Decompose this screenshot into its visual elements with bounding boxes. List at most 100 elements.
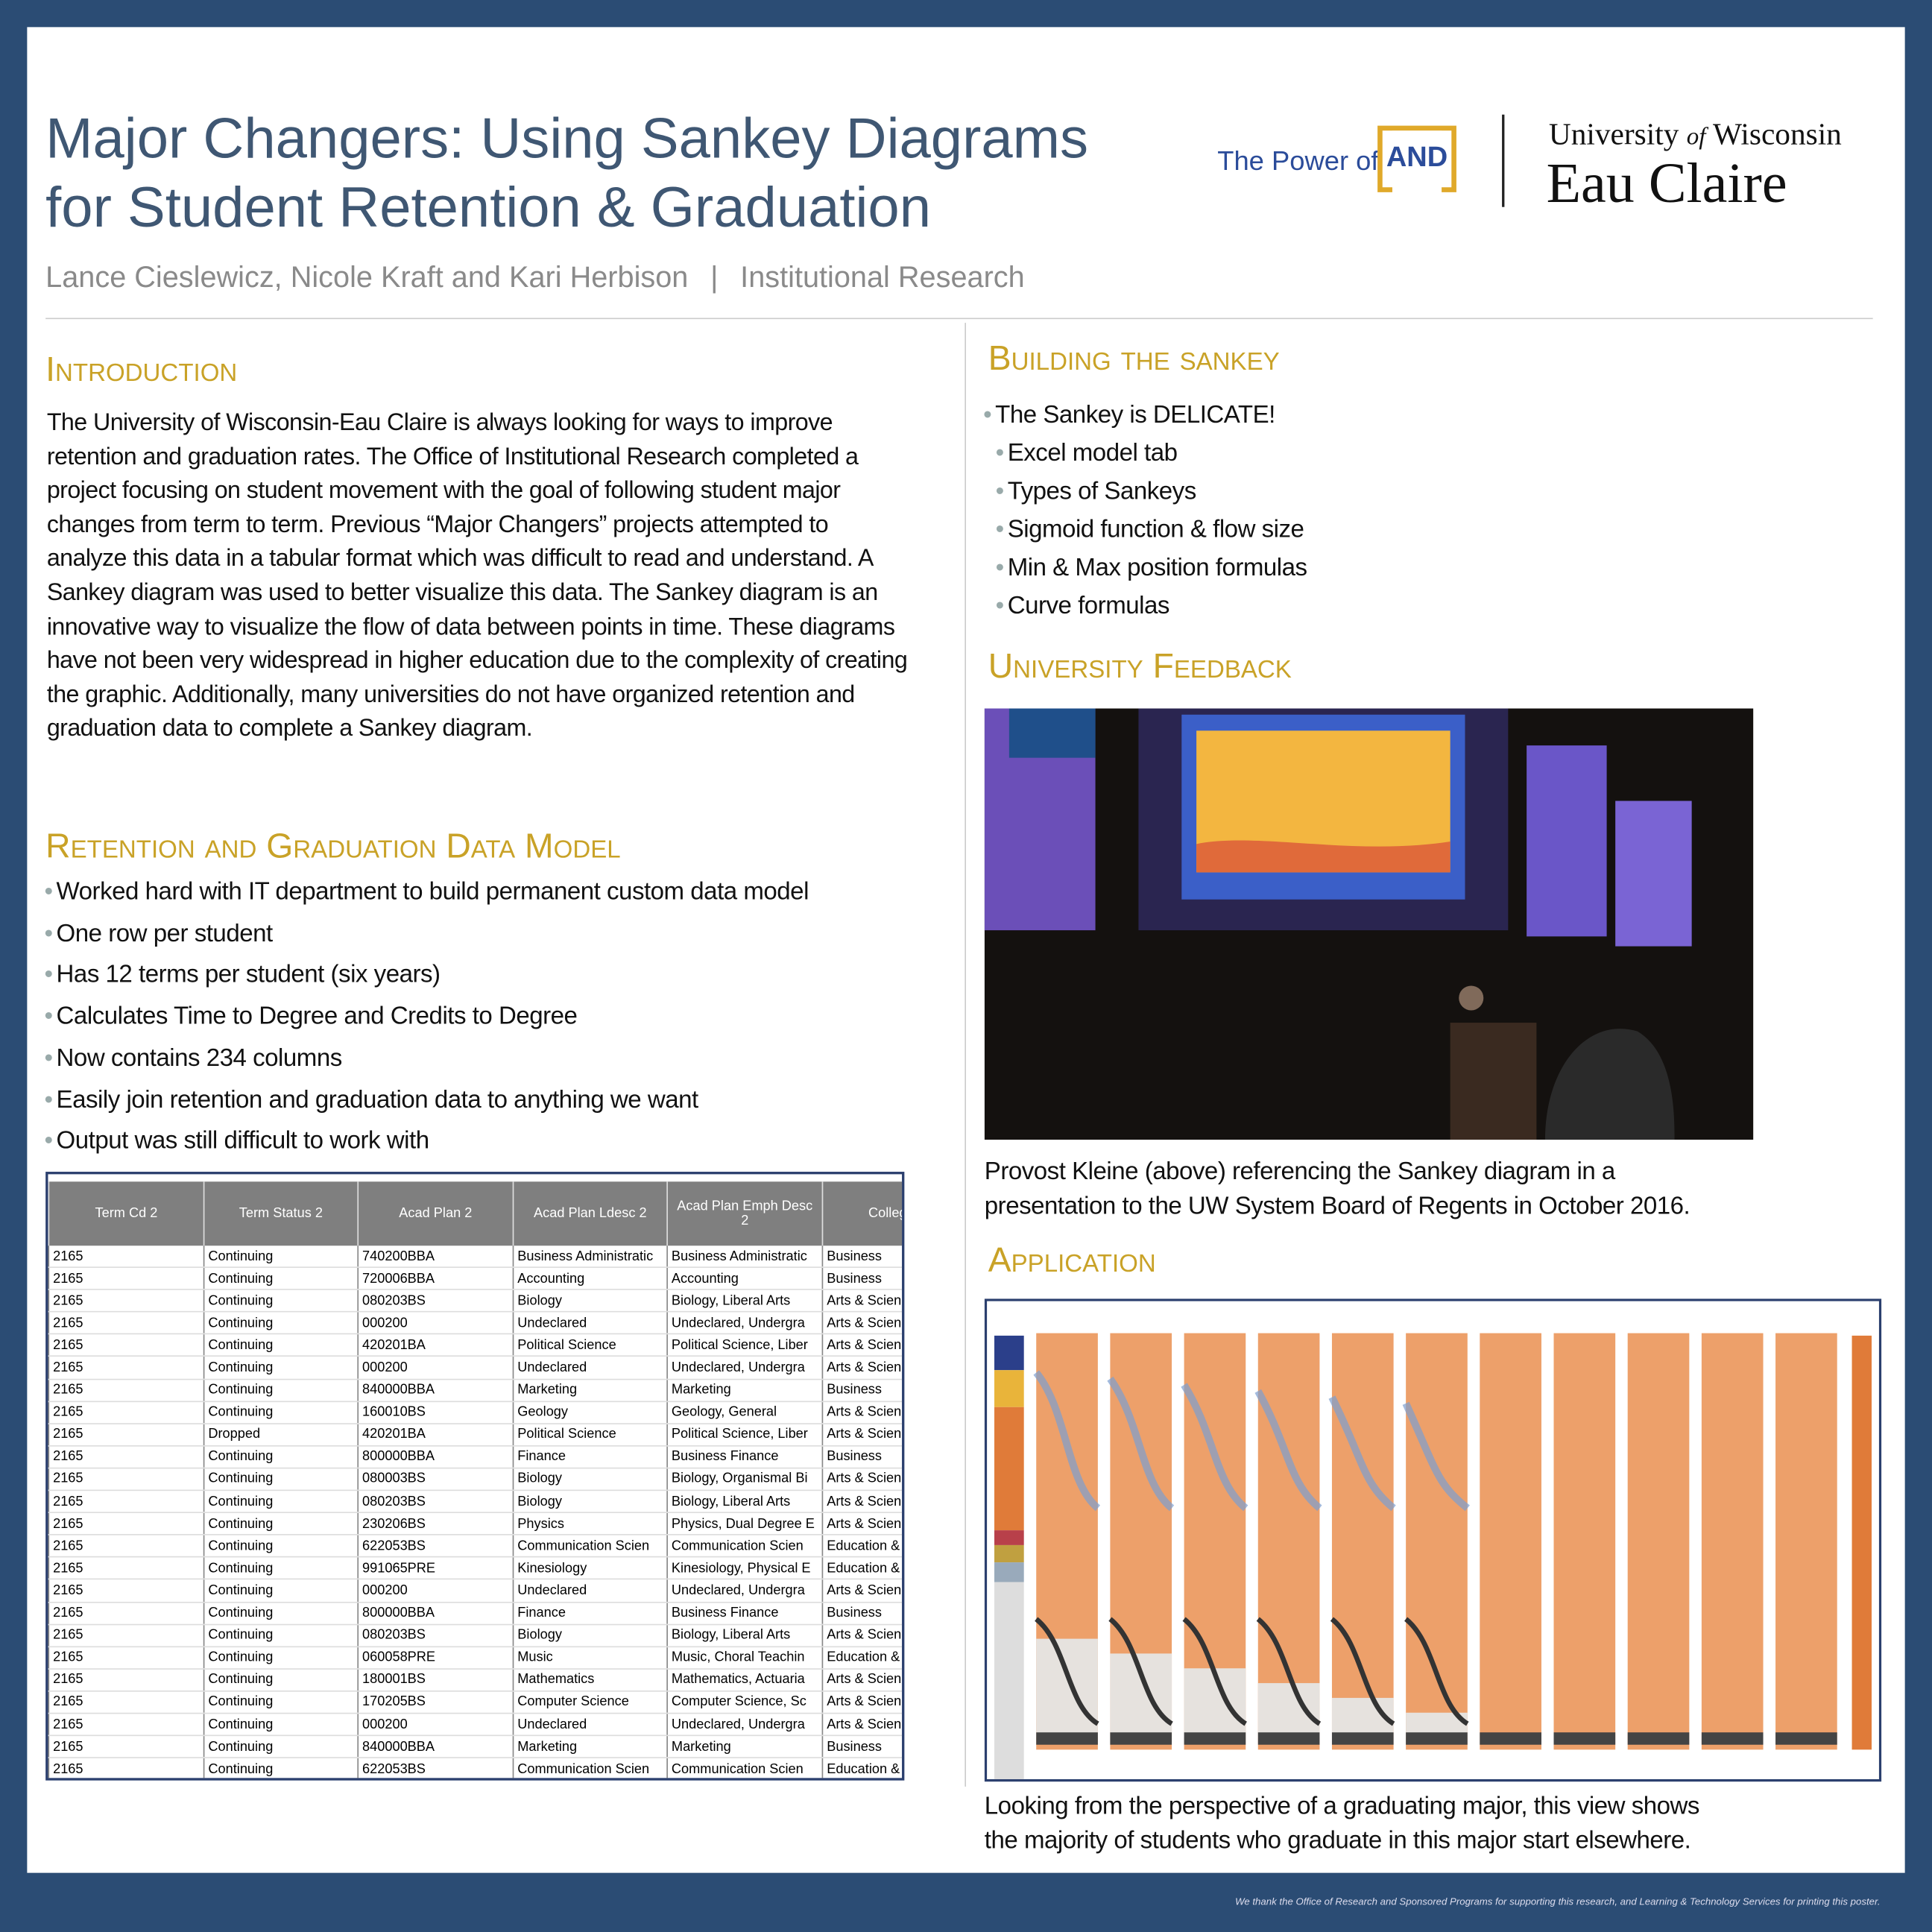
sankey-dark [1775, 1732, 1837, 1745]
table-cell: Arts & Sciences [821, 1713, 903, 1737]
table-cell: 2165 [48, 1535, 204, 1558]
table-cell: 160010BS [357, 1401, 514, 1424]
table-cell: Continuing [203, 1690, 359, 1714]
column-header: Term Cd 2 [48, 1181, 204, 1246]
sankey-dark [1553, 1732, 1616, 1745]
sub-bullet: Excel model tab [996, 435, 1307, 473]
summary-segment [994, 1407, 1024, 1531]
sankey-dark [1406, 1732, 1468, 1745]
sankey-gray [1036, 1638, 1098, 1737]
table-cell: 000200 [357, 1713, 514, 1737]
table-cell: Computer Science [512, 1690, 668, 1714]
table-cell: Education & Human S [821, 1535, 903, 1558]
section-heading: Retention and Graduation Data Model [45, 827, 621, 865]
table-cell: Undeclared, Undergra [666, 1579, 823, 1603]
table-cell: 230206BS [357, 1512, 514, 1536]
table-cell: Business Administratic [512, 1246, 668, 1269]
sub-bullet: Sigmoid function & flow size [996, 511, 1307, 549]
sankey-flow [1328, 1395, 1396, 1512]
table-cell: 2165 [48, 1579, 204, 1603]
table-cell: Finance [512, 1601, 668, 1625]
table-cell: 420201BA [357, 1334, 514, 1357]
logo-bracket-gap [1392, 130, 1442, 198]
table-cell: 2165 [48, 1378, 204, 1402]
table-cell: Music, Choral Teachin [666, 1646, 823, 1670]
sankey-flow [1107, 1376, 1175, 1512]
table-cell: Dropped [203, 1423, 359, 1447]
table-cell: Political Science [512, 1423, 668, 1447]
table-cell: 180001BS [357, 1668, 514, 1692]
header-row: Term Cd 2 Term Status 2 Acad Plan 2 Acad Pl… [48, 1181, 903, 1246]
table-cell: Undeclared, Undergra [666, 1713, 823, 1737]
bullet: Calculates Time to Degree and Credits to… [45, 997, 809, 1039]
table-row: 2165 Continuing 840000BBA Marketing Marketin… [48, 1735, 903, 1759]
table-cell: Mathematics [512, 1668, 668, 1692]
bullet: The Sankey is DELICATE! [983, 397, 1307, 435]
sankey-flow [1182, 1617, 1248, 1726]
table-cell: Communication Scien [512, 1758, 668, 1778]
logo-divider [1502, 114, 1505, 207]
table-cell: Continuing [203, 1490, 359, 1514]
title-line: for Student Retention & Graduation [45, 174, 932, 239]
table-cell: Political Science, Liber [666, 1334, 823, 1357]
table-cell: Continuing [203, 1668, 359, 1692]
table-cell: 2165 [48, 1668, 204, 1692]
table-row: 2165 Continuing 420201BA Political Science P… [48, 1334, 903, 1357]
logo-campus: Eau Claire [1546, 151, 1787, 215]
table-cell: Arts & Sciences [821, 1512, 903, 1536]
column-header: Acad Plan Ldesc 2 [512, 1181, 668, 1246]
table-cell: Arts & Sciences [821, 1690, 903, 1714]
section-heading: University Feedback [988, 646, 1292, 686]
caption-line: Provost Kleine (above) referencing the S… [984, 1158, 1616, 1186]
table-row: 2165 Continuing 080003BS Biology Biology, Or… [48, 1468, 903, 1491]
bullet-list: Worked hard with IT department to build … [45, 872, 809, 1163]
table-cell: 080203BS [357, 1623, 514, 1647]
table-cell: 840000BBA [357, 1735, 514, 1759]
table-cell: Business Administratic [666, 1246, 823, 1269]
table-cell: 2165 [48, 1334, 204, 1357]
side-screen [1615, 801, 1692, 947]
table-cell: Continuing [203, 1623, 359, 1647]
screen-flow [1196, 840, 1450, 873]
table-cell: 060058PRE [357, 1646, 514, 1670]
table-cell: 622053BS [357, 1535, 514, 1558]
table-cell: Accounting [666, 1267, 823, 1291]
table-cell: 2165 [48, 1758, 204, 1778]
table-row: 2165 Continuing 000200 Undeclared Undeclared… [48, 1713, 903, 1737]
department: Institutional Research [740, 261, 1025, 295]
table-cell: 840000BBA [357, 1378, 514, 1402]
table-cell: Arts & Sciences [821, 1468, 903, 1491]
table-cell: 420201BA [357, 1423, 514, 1447]
sankey-column [1627, 1333, 1690, 1750]
table-row: 2165 Continuing 840000BBA Marketing Marketin… [48, 1378, 903, 1402]
table-cell: 2165 [48, 1713, 204, 1737]
sankey-dark [1331, 1732, 1394, 1745]
table-cell: Arts & Sciences [821, 1490, 903, 1514]
table-row: 2165 Continuing 800000BBA Finance Business F… [48, 1601, 903, 1625]
authors-line: Lance Cieslewicz, Nicole Kraft and Kari … [45, 261, 1046, 295]
table-cell: Kinesiology, Physical E [666, 1557, 823, 1580]
table-cell: Continuing [203, 1378, 359, 1402]
table-cell: 2165 [48, 1468, 204, 1491]
bullet: Worked hard with IT department to build … [45, 872, 809, 914]
sankey-image [984, 1298, 1882, 1782]
table-cell: 2165 [48, 1512, 204, 1536]
table-cell: Continuing [203, 1334, 359, 1357]
table-cell: Biology, Liberal Arts [666, 1289, 823, 1313]
table-cell: 080203BS [357, 1490, 514, 1514]
table-cell: Music [512, 1646, 668, 1670]
table-cell: Education & Human S [821, 1557, 903, 1580]
sankey-dark [1257, 1732, 1320, 1745]
table-cell: Arts & Sciences [821, 1334, 903, 1357]
table-cell: Continuing [203, 1267, 359, 1291]
table-cell: Business [821, 1246, 903, 1269]
table-cell: Biology, Liberal Arts [666, 1490, 823, 1514]
table-cell: Continuing [203, 1535, 359, 1558]
table-cell: Geology, General [666, 1401, 823, 1424]
table-row: 2165 Continuing 000200 Undeclared Undeclared… [48, 1579, 903, 1603]
table-cell: Undeclared, Undergra [666, 1356, 823, 1380]
column-header: Acad Plan 2 [357, 1181, 514, 1246]
table-row: 2165 Continuing 622053BS Communication Scie… [48, 1535, 903, 1558]
